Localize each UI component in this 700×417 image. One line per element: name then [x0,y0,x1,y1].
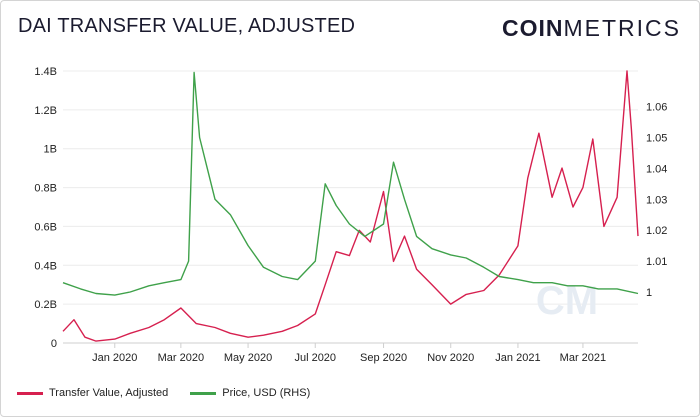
x-tick-label: Mar 2021 [560,352,606,364]
y-left-tick-label: 1.4B [34,66,57,78]
legend-label-price: Price, USD (RHS) [222,387,311,399]
y-left-tick-label: 1.2B [34,105,57,117]
y-right-tick-label: 1.03 [646,194,667,206]
y-right-tick-label: 1.01 [646,256,667,268]
y-right-tick-label: 1.06 [646,102,667,114]
y-left-tick-label: 0.6B [34,221,57,233]
y-right-tick-label: 1.05 [646,132,667,144]
x-tick-label: Sep 2020 [360,352,407,364]
x-tick-label: Nov 2020 [427,352,474,364]
logo-bold-part: COIN [502,15,564,41]
x-tick-label: Mar 2020 [158,352,204,364]
coinmetrics-logo: COINMETRICS [502,15,681,42]
y-left-tick-label: 0.4B [34,260,57,272]
y-left-tick-label: 0 [51,338,57,350]
legend-swatch-transfer [17,391,43,395]
legend-swatch-price [190,391,217,395]
y-right-tick-label: 1.04 [646,163,667,175]
x-tick-label: Jan 2021 [495,352,540,364]
x-tick-label: Jan 2020 [92,352,137,364]
chart-title: DAI TRANSFER VALUE, ADJUSTED [18,15,356,37]
x-tick-label: Jul 2020 [294,352,336,364]
series-line-transfer-value [62,70,639,342]
y-left-tick-label: 0.2B [34,299,57,311]
x-tick-label: May 2020 [224,352,272,364]
series-line-price [62,71,639,296]
logo-thin-part: METRICS [563,15,681,41]
legend-item-transfer[interactable]: Transfer Value, Adjusted [17,387,168,399]
legend-label-transfer: Transfer Value, Adjusted [49,387,169,399]
chart-legend: Transfer Value, Adjusted Price, USD (RHS… [17,387,310,399]
y-left-tick-label: 1B [44,144,57,156]
y-left-tick-label: 0.8B [34,183,57,195]
y-right-tick-label: 1.02 [646,225,667,237]
legend-item-price[interactable]: Price, USD (RHS) [190,387,310,399]
dai-transfer-chart: CM 00.2B0.4B0.6B0.8B1B1.2B1.4B11.011.021… [34,66,667,364]
y-right-tick-label: 1 [646,287,652,299]
